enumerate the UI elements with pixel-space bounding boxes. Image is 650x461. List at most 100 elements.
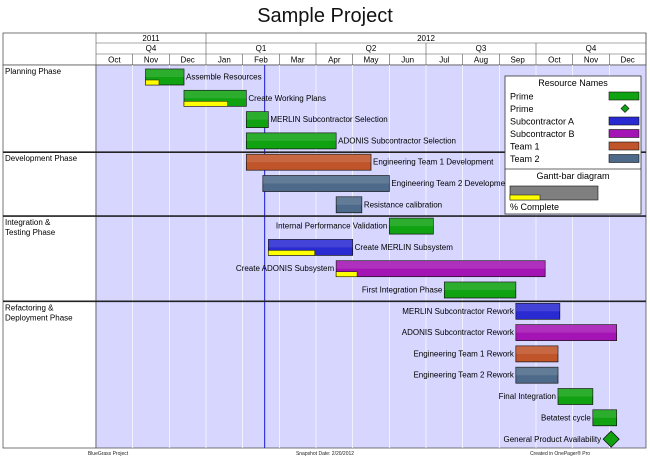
task-bar-shine (246, 154, 371, 163)
month-label: Sep (511, 56, 526, 65)
task-label: Engineering Team 2 Development (391, 179, 512, 188)
task-label: MERLIN Subcontractor Rework (402, 307, 515, 316)
legend-entry-label: Team 1 (510, 142, 540, 152)
task-label: First Integration Phase (362, 286, 443, 295)
legend-entry-label: Subcontractor A (510, 117, 574, 127)
task-progress (145, 79, 160, 86)
task-bar-shine (246, 132, 337, 141)
task-bar (335, 196, 363, 214)
legend-entry-label: Team 2 (510, 154, 540, 164)
task-label: Create Working Plans (248, 94, 326, 103)
task-bar (262, 175, 390, 192)
task-label: Resistance calibration (364, 200, 442, 209)
task-bar (515, 302, 561, 320)
legend-title: Resource Names (538, 78, 608, 88)
milestone-diamond (602, 430, 620, 448)
legend-entry-label: Subcontractor B (510, 129, 575, 139)
task-label: Betatest cycle (541, 413, 591, 422)
task-bar-shine (389, 218, 434, 227)
task-bar (592, 409, 618, 427)
task-bar-shine (184, 90, 247, 99)
legend-gantt-title: Gantt-bar diagram (536, 171, 609, 181)
task-bar-shine (262, 175, 390, 184)
phase-column (2, 64, 97, 449)
task-bar (388, 217, 434, 235)
month-label: Jun (401, 56, 414, 65)
legend-sample-progress (509, 194, 541, 201)
task-label: Create MERLIN Subsystem (355, 243, 454, 252)
task-label: Engineering Team 1 Rework (413, 349, 514, 358)
task-bar-shine (558, 388, 593, 397)
task-label: Create ADONIS Subsystem (236, 264, 335, 273)
quarter-label: Q1 (256, 44, 267, 53)
task-bar-shine (246, 111, 269, 120)
task-label: Final Integration (499, 392, 556, 401)
chart-body (2, 64, 647, 449)
task-bar-shine (145, 69, 184, 77)
legend-entry-label: Prime (510, 104, 534, 114)
task-bar (245, 132, 337, 150)
month-label: May (363, 56, 378, 65)
footer-project-name: BlueGrass Project (88, 451, 129, 457)
legend-swatch (608, 116, 640, 126)
task-label: Internal Performance Validation (276, 222, 387, 231)
legend-complete-label: % Complete (510, 202, 559, 212)
legend-entry-label: Prime (510, 92, 534, 102)
month-label: Jul (439, 56, 449, 65)
task-bar-shine (444, 282, 516, 290)
phase-label: Refactoring & Deployment Phase (5, 303, 73, 322)
month-label: Feb (254, 56, 268, 65)
month-label: Dec (181, 56, 195, 65)
month-label: Nov (144, 56, 158, 65)
quarter-label: Q3 (476, 44, 487, 53)
phase-label: Development Phase (5, 154, 78, 163)
footer-snapshot-date: Snapshot Date: 2/20/2012 (296, 451, 354, 457)
quarter-label: Q4 (146, 44, 157, 53)
task-bar-shine (336, 260, 546, 269)
month-label: Dec (621, 56, 635, 65)
task-bar (245, 153, 372, 171)
legend-swatch (608, 141, 640, 151)
task-bar-shine (515, 303, 560, 312)
task-bar (557, 388, 594, 405)
task-label: General Product Availability (503, 435, 601, 444)
task-label: MERLIN Subcontractor Selection (270, 115, 387, 124)
phase-label: Planning Phase (5, 67, 62, 76)
legend-swatch (608, 91, 640, 101)
task-bar-shine (515, 367, 558, 376)
quarter-label: Q2 (366, 44, 377, 53)
task-label: Engineering Team 1 Development (373, 158, 494, 167)
footer-created-in: Created in OnePager® Pro (530, 450, 590, 457)
legend-swatch (608, 129, 640, 138)
task-progress (268, 250, 315, 256)
task-label: Engineering Team 2 Rework (413, 371, 514, 380)
legend-swatch-diamond (620, 104, 630, 113)
footer: BlueGrass Project Snapshot Date: 2/20/20… (88, 450, 590, 457)
task-bar (515, 366, 559, 384)
task-label: Assemble Resources (186, 73, 262, 82)
task-bar (443, 281, 517, 299)
task-bar-shine (592, 409, 617, 418)
legend: Resource Names Prime Prime Subcontractor A S… (504, 75, 642, 215)
month-label: Oct (108, 56, 121, 65)
task-bar-shine (336, 196, 362, 205)
month-label: Nov (584, 56, 598, 65)
task-bar (515, 324, 618, 341)
year-label: 2012 (417, 34, 435, 43)
quarter-label: Q4 (586, 44, 597, 53)
task-bar-shine (515, 324, 617, 333)
task-progress (183, 101, 228, 107)
month-label: Oct (548, 56, 561, 65)
chart-title: Sample Project (257, 5, 393, 27)
legend-swatch (608, 154, 640, 163)
task-bars: Assemble Resources Create Working Plans ME… (145, 68, 620, 448)
task-bar (515, 345, 559, 363)
task-bar (335, 260, 546, 278)
task-progress (335, 271, 358, 277)
task-bar-shine (515, 345, 558, 354)
task-bar (245, 111, 269, 128)
month-label: Aug (474, 56, 488, 65)
header-frame (2, 32, 647, 66)
year-label: 2011 (142, 34, 160, 43)
